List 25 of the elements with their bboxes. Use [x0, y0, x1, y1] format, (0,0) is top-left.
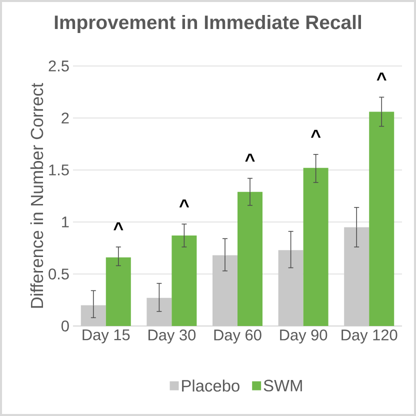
bar — [106, 257, 131, 326]
y-tick-label: 1.5 — [49, 164, 69, 176]
annotation: ^ — [245, 154, 255, 162]
y-axis-title: Difference in Number Correct — [30, 82, 44, 308]
y-tick-label: 2 — [62, 112, 69, 124]
bar — [303, 168, 328, 326]
bar — [172, 236, 197, 326]
y-tick-label: 0 — [62, 320, 69, 332]
chart-title: Improvement in Immediate Recall — [54, 14, 361, 34]
x-tick-label: Day 120 — [342, 330, 398, 344]
annotation: ^ — [179, 200, 190, 208]
y-tick-label: 2.5 — [48, 60, 69, 72]
annotation: ^ — [310, 130, 321, 138]
annotation: ^ — [376, 72, 386, 80]
x-tick-label: Day 90 — [280, 330, 328, 344]
y-tick-label: 1 — [62, 216, 69, 228]
bar — [238, 192, 263, 326]
legend-label: SWM — [264, 380, 302, 392]
x-tick-label: Day 15 — [82, 330, 130, 344]
x-tick-label: Day 60 — [214, 330, 262, 344]
x-tick-label: Day 30 — [148, 330, 196, 344]
legend-label: Placebo — [182, 380, 240, 392]
y-tick-label: 0.5 — [48, 268, 69, 280]
bar — [369, 112, 394, 326]
annotation: ^ — [114, 222, 124, 230]
